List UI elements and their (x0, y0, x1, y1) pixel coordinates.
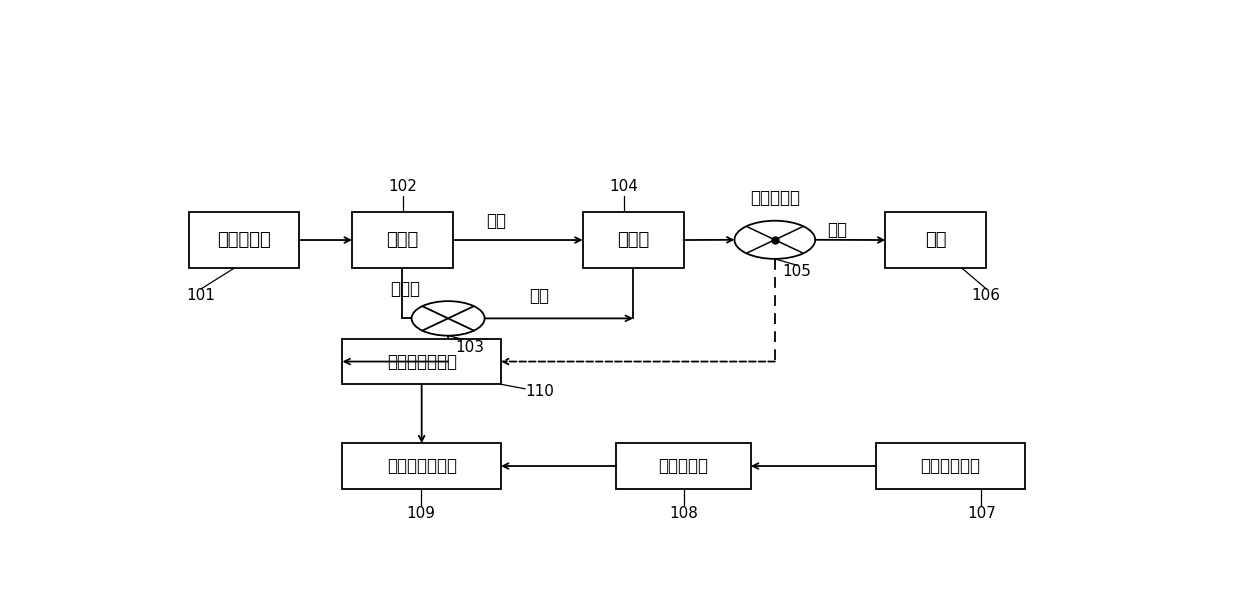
Bar (352, 212, 453, 268)
Text: 环控包: 环控包 (387, 231, 419, 249)
Bar (616, 443, 750, 489)
Text: 温度设定器: 温度设定器 (658, 457, 708, 475)
Text: 109: 109 (407, 506, 435, 521)
Text: 104: 104 (610, 179, 639, 194)
Text: 103: 103 (456, 340, 485, 355)
Text: 108: 108 (670, 506, 698, 521)
Text: 110: 110 (525, 384, 554, 399)
Text: 101: 101 (187, 288, 216, 303)
Text: 控制阀: 控制阀 (389, 280, 420, 298)
Text: 送风: 送风 (827, 221, 847, 239)
Text: 冷路: 冷路 (486, 212, 506, 230)
Bar (342, 339, 501, 384)
Text: 发动机引气: 发动机引气 (217, 231, 270, 249)
Text: 102: 102 (388, 179, 418, 194)
Text: 机组人员设定: 机组人员设定 (920, 457, 981, 475)
Text: 送风温度目标值: 送风温度目标值 (387, 457, 456, 475)
Circle shape (734, 221, 815, 259)
Text: 107: 107 (967, 506, 996, 521)
Text: 座舱: 座舱 (925, 231, 946, 249)
Bar (885, 212, 986, 268)
Text: 106: 106 (972, 288, 1001, 303)
Text: 105: 105 (782, 264, 811, 279)
Circle shape (412, 301, 485, 336)
Text: 混合腔: 混合腔 (618, 231, 650, 249)
Bar (583, 212, 683, 268)
Text: 热路: 热路 (529, 287, 549, 304)
Text: 送风温度控制器: 送风温度控制器 (387, 353, 456, 371)
Bar (342, 443, 501, 489)
Text: 温度传感器: 温度传感器 (750, 189, 800, 207)
Bar (188, 212, 299, 268)
Bar (875, 443, 1024, 489)
